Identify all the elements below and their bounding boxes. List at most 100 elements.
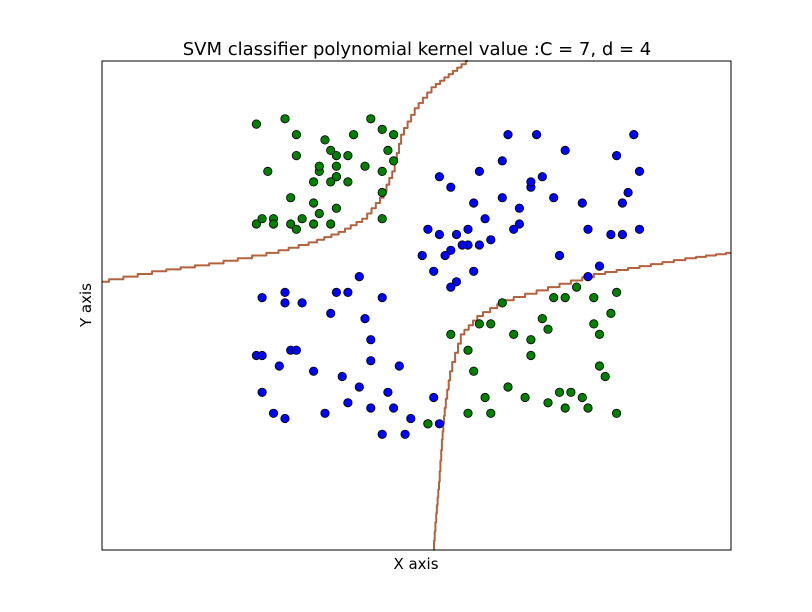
data-point — [417, 250, 427, 261]
data-point — [274, 361, 284, 371]
data-point — [520, 392, 530, 403]
data-point — [366, 335, 376, 345]
data-point — [526, 177, 536, 187]
data-point — [503, 130, 513, 140]
data-point — [291, 151, 301, 161]
data-point — [497, 193, 507, 203]
data-point — [611, 408, 622, 418]
data-point — [560, 292, 570, 303]
data-point — [326, 219, 336, 229]
data-point — [583, 224, 593, 234]
decision-boundary-line — [433, 251, 731, 551]
data-point — [263, 166, 273, 176]
data-point — [326, 177, 336, 187]
data-point — [457, 240, 467, 250]
data-point — [440, 250, 450, 261]
decision-boundary-line — [102, 60, 468, 283]
data-point — [331, 151, 341, 161]
data-point — [308, 177, 319, 187]
data-point — [360, 161, 370, 171]
data-point — [280, 287, 290, 297]
data-point — [366, 356, 376, 366]
data-point — [360, 313, 370, 324]
data-point — [509, 329, 519, 339]
axes-frame — [101, 60, 732, 551]
data-point — [600, 371, 610, 382]
data-point — [286, 219, 296, 229]
data-point — [251, 219, 261, 229]
y-axis-label: Y axis — [77, 283, 95, 328]
data-point — [383, 145, 393, 155]
data-point — [291, 345, 301, 355]
data-point — [388, 130, 399, 140]
data-point — [589, 292, 599, 303]
data-point — [377, 124, 387, 134]
data-point — [474, 166, 484, 176]
data-point — [343, 151, 353, 161]
data-point — [268, 219, 279, 229]
data-point — [446, 182, 456, 192]
data-point — [589, 319, 599, 329]
data-point — [377, 166, 387, 176]
data-point — [446, 282, 456, 292]
data-point — [308, 219, 319, 229]
data-point — [320, 135, 330, 145]
data-point — [623, 187, 633, 198]
data-point — [366, 403, 376, 413]
chart-title: SVM classifier polynomial kernel value :… — [183, 39, 652, 60]
data-point — [571, 282, 582, 292]
data-point — [629, 130, 639, 140]
plot-area — [101, 60, 732, 551]
data-point — [326, 145, 336, 155]
data-point — [611, 151, 622, 161]
data-points-layer — [251, 114, 645, 439]
decision-boundary-layer — [102, 60, 731, 551]
data-point — [566, 387, 576, 397]
data-point — [543, 398, 553, 408]
data-point — [388, 156, 399, 166]
data-point — [537, 172, 547, 182]
data-point — [474, 240, 484, 250]
data-point — [331, 203, 341, 213]
data-point — [594, 329, 605, 339]
data-point — [451, 229, 462, 240]
data-point — [549, 292, 559, 303]
data-point — [423, 224, 433, 234]
data-point — [257, 350, 267, 361]
data-point — [446, 329, 456, 339]
data-point — [423, 419, 433, 429]
data-point — [606, 308, 616, 318]
data-point — [560, 403, 570, 413]
data-point — [514, 203, 525, 213]
data-point — [543, 324, 553, 334]
data-point — [429, 266, 439, 276]
data-point — [320, 408, 330, 418]
data-point — [486, 319, 496, 329]
data-point — [577, 198, 587, 208]
data-point — [429, 392, 439, 403]
data-point — [308, 198, 319, 208]
data-point — [251, 119, 261, 129]
data-point — [617, 198, 628, 208]
data-point — [514, 219, 525, 229]
data-point — [486, 408, 496, 418]
data-point — [343, 287, 353, 297]
data-point — [531, 130, 542, 140]
data-point — [343, 177, 353, 187]
data-point — [611, 287, 622, 297]
data-point — [286, 193, 296, 203]
data-point — [503, 382, 513, 392]
data-point — [526, 350, 536, 361]
axes-background — [102, 61, 731, 550]
data-point — [291, 130, 301, 140]
data-point — [446, 245, 456, 255]
data-point — [343, 398, 353, 408]
data-point — [280, 114, 290, 124]
data-point — [257, 214, 267, 224]
x-axis-label: X axis — [393, 555, 438, 573]
data-point — [474, 319, 484, 329]
data-point — [634, 166, 645, 176]
data-point — [280, 298, 290, 308]
data-point — [463, 224, 473, 234]
